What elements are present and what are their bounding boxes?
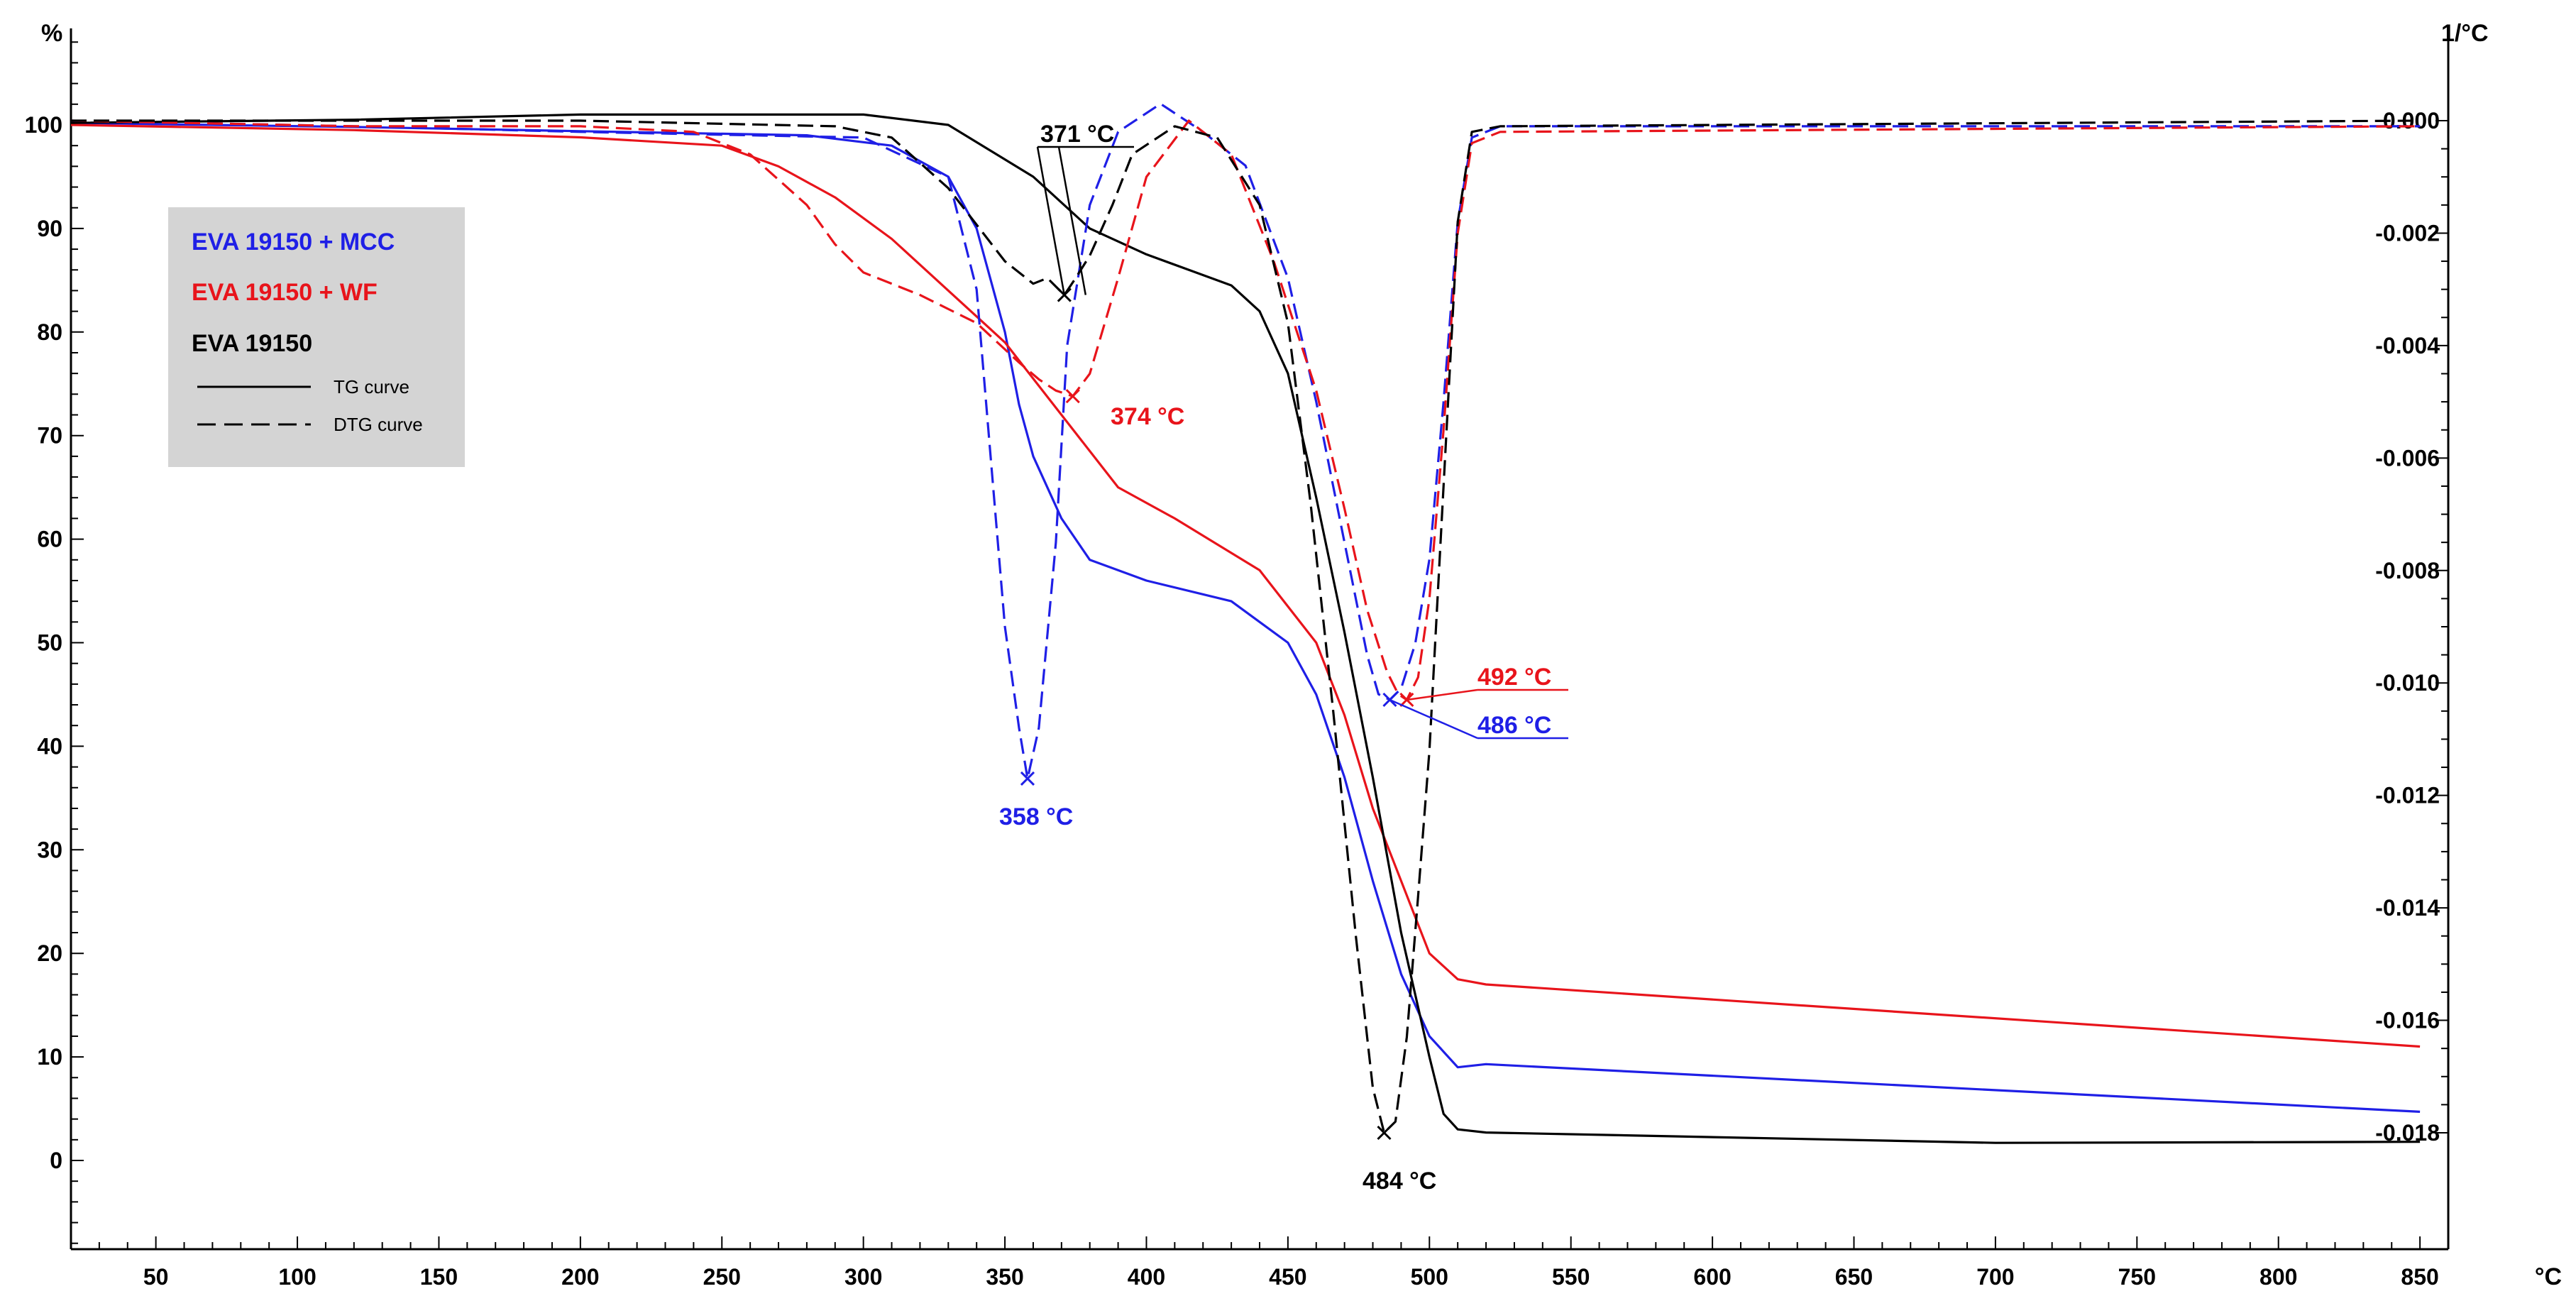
y2-tick-label: -0.004 xyxy=(2375,333,2440,358)
y-tick-label: 90 xyxy=(37,216,62,241)
legend-tg-label: TG curve xyxy=(334,376,409,397)
series-tg-eva-19150 xyxy=(70,113,2421,1144)
y-tick-label: 80 xyxy=(37,319,62,345)
x-tick-label: 650 xyxy=(1835,1264,1873,1290)
x-tick-label: 150 xyxy=(420,1264,458,1290)
axes: 50 100 150 200 250 300 350 400 450 500 550 600 650 70… xyxy=(25,20,2562,1290)
y2-tick-label: -0.014 xyxy=(2375,895,2440,921)
x-tick-label: 550 xyxy=(1552,1264,1590,1290)
y2-tick-label: -0.016 xyxy=(2375,1008,2440,1033)
x-tick-label: 800 xyxy=(2259,1264,2297,1290)
legend-entry-eva: EVA 19150 xyxy=(192,330,312,357)
x-tick-label: 500 xyxy=(1411,1264,1448,1290)
peak-marker xyxy=(1377,1125,1392,1141)
y-tick-label: 20 xyxy=(37,940,62,966)
series-dtg-eva-19150-wf xyxy=(70,119,2421,701)
y2-tick-label: -0.012 xyxy=(2375,783,2440,808)
x-axis-unit: °C xyxy=(2535,1263,2562,1290)
x-tick-label: 700 xyxy=(1976,1264,2014,1290)
y-tick-label: 0 xyxy=(50,1148,62,1173)
x-tick-label: 250 xyxy=(703,1264,741,1290)
legend-entry-wf: EVA 19150 + WF xyxy=(192,279,378,306)
series-dtg-eva-19150 xyxy=(71,119,2421,1134)
legend-entry-mcc: EVA 19150 + MCC xyxy=(192,229,395,256)
y2-tick-label: -0.006 xyxy=(2375,445,2440,471)
peak-label-358: 358 °C xyxy=(999,803,1073,830)
y2-axis-unit: 1/°C xyxy=(2441,20,2489,47)
x-tick-label: 400 xyxy=(1128,1264,1165,1290)
leader-line xyxy=(1036,146,1066,295)
y-tick-label: 60 xyxy=(37,527,62,552)
peak-label-492: 492 °C xyxy=(1477,664,1551,691)
legend-dtg-label: DTG curve xyxy=(334,414,423,435)
y2-tick-label: -0.010 xyxy=(2375,670,2440,696)
x-tick-label: 50 xyxy=(143,1264,169,1290)
x-tick-label: 600 xyxy=(1693,1264,1731,1290)
series-dtg-eva-19150-mcc xyxy=(70,102,2421,780)
leader-line xyxy=(1407,688,1478,701)
annotations: 371 °C 374 °C 358 °C 492 °C 486 °C 484 °C xyxy=(999,121,1568,1195)
x-tick-label: 450 xyxy=(1269,1264,1306,1290)
x-tick-label: 850 xyxy=(2401,1264,2438,1290)
x-tick-label: 350 xyxy=(986,1264,1023,1290)
y-tick-label: 40 xyxy=(37,733,62,759)
y-tick-label: 30 xyxy=(37,837,62,862)
peak-label-486: 486 °C xyxy=(1477,712,1551,739)
x-tick-label: 200 xyxy=(561,1264,599,1290)
leader-line xyxy=(1389,698,1478,740)
y-tick-label: 50 xyxy=(37,630,62,656)
series-tg-eva-19150-wf xyxy=(70,123,2421,1048)
legend-box xyxy=(168,207,465,467)
x-tick-label: 300 xyxy=(844,1264,882,1290)
y2-tick-label: -0.008 xyxy=(2375,558,2440,583)
peak-label-374: 374 °C xyxy=(1111,403,1184,430)
peak-marker xyxy=(1020,771,1035,786)
y-tick-label: 70 xyxy=(37,423,62,449)
y-tick-label: 10 xyxy=(37,1044,62,1070)
peak-marker xyxy=(1065,389,1080,404)
leader-line xyxy=(1057,146,1087,295)
x-tick-label: 100 xyxy=(278,1264,316,1290)
series-group xyxy=(70,102,2421,1144)
y-axis-unit: % xyxy=(41,20,62,47)
legend: EVA 19150 + MCC EVA 19150 + WF EVA 19150… xyxy=(168,207,465,467)
x-tick-label: 750 xyxy=(2118,1264,2156,1290)
y2-tick-label: -0.002 xyxy=(2375,220,2440,246)
y-tick-label: 100 xyxy=(25,112,62,138)
peak-label-371: 371 °C xyxy=(1040,121,1114,148)
peak-label-484: 484 °C xyxy=(1363,1168,1436,1195)
